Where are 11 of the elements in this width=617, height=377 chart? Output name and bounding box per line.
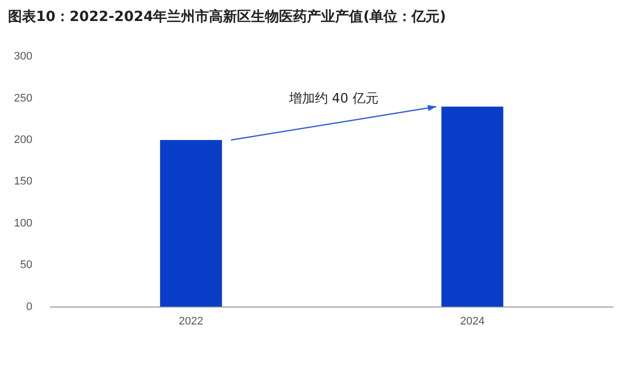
x-tick-label: 2022 (178, 315, 204, 328)
y-tick-label: 200 (14, 134, 32, 146)
y-tick-label: 50 (20, 259, 32, 272)
x-tick-label: 2024 (460, 315, 485, 328)
y-tick-label: 100 (14, 217, 32, 230)
y-tick-label: 250 (14, 92, 32, 104)
chart-title: 图表10：2022-2024年兰州市高新区生物医药产业产值(单位：亿元) (8, 8, 446, 26)
y-tick-label: 0 (26, 300, 32, 313)
y-tick-label: 300 (14, 50, 32, 63)
annotation: 增加约 40 亿元 (288, 92, 379, 107)
y-tick-label: 150 (14, 176, 32, 188)
